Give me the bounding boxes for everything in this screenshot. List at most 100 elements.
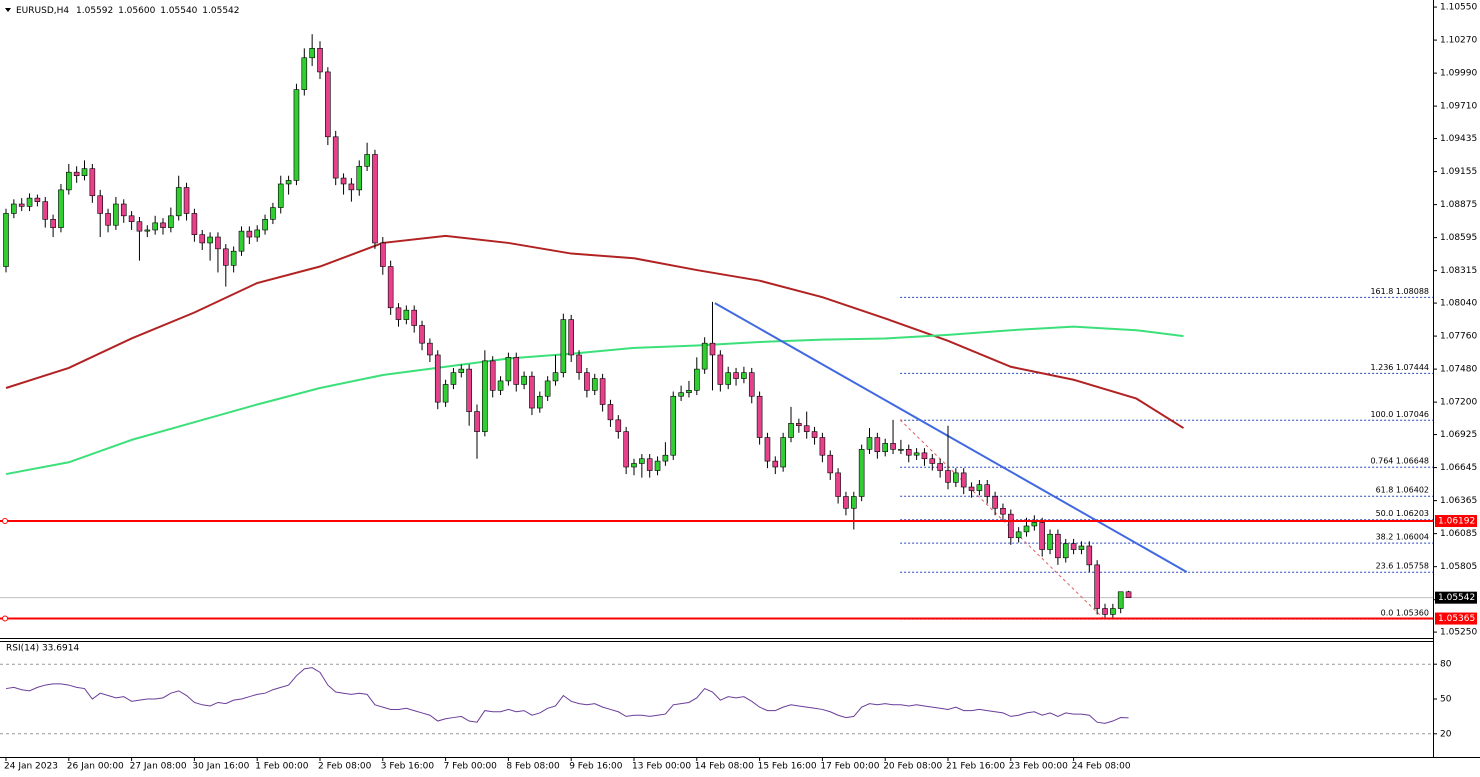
fib-label: 23.6 1.05758 <box>1376 562 1429 571</box>
x-tick-label: 3 Feb 16:00 <box>381 762 435 772</box>
candle-body <box>387 266 394 309</box>
candle-body <box>42 201 49 220</box>
x-tick-label: 7 Feb 00:00 <box>444 762 498 772</box>
candle-body <box>992 496 998 509</box>
candle-body <box>325 71 331 138</box>
candle-body <box>725 372 732 385</box>
candle-body <box>301 57 308 90</box>
candle-body <box>230 250 237 266</box>
y-tick-label: 1.06365 <box>1440 496 1477 506</box>
candle-body <box>803 425 810 432</box>
candle-body <box>898 449 904 451</box>
candle-body <box>866 437 873 450</box>
candle-body <box>654 460 661 471</box>
candle-body <box>568 319 575 356</box>
level-anchor <box>2 518 8 525</box>
candle-body <box>913 452 920 456</box>
candle-body <box>81 168 88 177</box>
y-tick-label: 1.07760 <box>1440 332 1477 342</box>
candle-body <box>796 423 802 427</box>
overlay-line <box>5 234 1185 429</box>
candle-body <box>835 472 841 497</box>
candle-body <box>521 375 527 385</box>
candle-body <box>254 229 260 238</box>
y-tick-label: 1.05250 <box>1440 628 1477 638</box>
candle-body <box>340 177 347 185</box>
candle-body <box>788 423 794 438</box>
candle-body <box>152 222 158 231</box>
x-tick-label: 20 Feb 08:00 <box>883 762 942 772</box>
candle-body <box>285 180 292 185</box>
candle-body <box>364 154 370 167</box>
candle-body <box>921 452 928 460</box>
x-tick-label: 14 Feb 08:00 <box>695 762 754 772</box>
y-tick-label: 20 <box>1440 729 1452 739</box>
candle-body <box>246 230 253 238</box>
y-tick-label: 50 <box>1440 695 1452 705</box>
candle-body <box>168 215 174 228</box>
candle-body <box>843 496 849 509</box>
candle-body <box>89 168 96 197</box>
candle-body <box>639 458 645 464</box>
fib-label: 50.0 1.06203 <box>1376 509 1429 518</box>
candle-body <box>631 463 637 468</box>
menu-arrow[interactable] <box>5 8 11 12</box>
candle-body <box>513 357 520 385</box>
candle-body <box>144 229 151 232</box>
y-tick-label: 1.09710 <box>1440 102 1477 112</box>
candle-body <box>434 354 441 403</box>
candle-body <box>191 213 198 235</box>
y-tick-label: 1.05805 <box>1440 562 1477 572</box>
candle-body <box>1000 507 1006 515</box>
candle-body <box>678 392 684 397</box>
candle-body <box>97 195 103 214</box>
candle-body <box>474 411 480 432</box>
x-tick-label: 1 Feb 00:00 <box>255 762 309 772</box>
header-low: 1.05540 <box>160 6 197 16</box>
candle-body <box>1078 545 1085 550</box>
candle-body <box>458 368 465 373</box>
candle-body <box>403 309 410 320</box>
candle-body <box>1102 608 1108 615</box>
candle-body <box>615 419 622 432</box>
candle-body <box>1062 543 1069 559</box>
candle-body <box>670 395 677 456</box>
candle-body <box>756 395 763 438</box>
x-tick-label: 23 Feb 00:00 <box>1009 762 1068 772</box>
header-open: 1.05592 <box>76 6 113 16</box>
candle-body <box>1031 522 1038 527</box>
candle-body <box>890 443 896 450</box>
candle-body <box>874 437 881 452</box>
candle-body <box>3 213 9 267</box>
candle-body <box>419 325 425 344</box>
y-tick-label: 1.06085 <box>1440 529 1477 539</box>
candle-body <box>489 360 496 391</box>
candle-body <box>819 437 826 456</box>
candle-body <box>1086 545 1093 566</box>
candle-body <box>113 203 119 226</box>
candle-body <box>372 154 378 244</box>
x-tick-label: 27 Jan 08:00 <box>130 762 187 772</box>
candle-body <box>348 183 355 191</box>
candle-body <box>780 437 786 468</box>
candle-body <box>105 213 111 226</box>
candle-body <box>544 380 551 397</box>
candle-body <box>560 319 567 373</box>
y-tick-label: 1.10270 <box>1440 36 1477 46</box>
y-tick-label: 1.06925 <box>1440 430 1477 440</box>
candle-body <box>1023 525 1030 533</box>
x-tick-label: 2 Feb 08:00 <box>318 762 372 772</box>
x-tick-label: 17 Feb 00:00 <box>820 762 879 772</box>
x-tick-label: 15 Feb 16:00 <box>758 762 817 772</box>
overlay-line <box>5 325 1184 476</box>
candle-body <box>811 431 818 438</box>
price-tag <box>1435 591 1477 604</box>
candle-body <box>607 404 614 421</box>
candle-body <box>223 248 229 266</box>
level-anchor <box>2 615 8 622</box>
candle-body <box>160 222 166 228</box>
candle-body <box>50 219 56 228</box>
overlay-line <box>714 302 1188 573</box>
fib-label: 61.8 1.06402 <box>1376 486 1429 495</box>
